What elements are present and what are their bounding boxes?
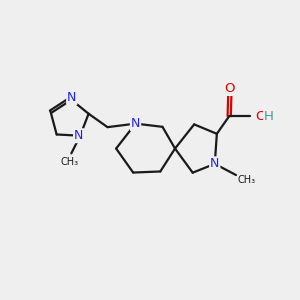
Text: H: H (264, 110, 274, 123)
Text: N: N (74, 129, 83, 142)
Text: N: N (131, 117, 140, 130)
Text: O: O (255, 110, 265, 123)
Text: N: N (210, 157, 220, 170)
Text: N: N (67, 91, 76, 104)
Text: CH₃: CH₃ (238, 175, 256, 185)
Text: CH₃: CH₃ (61, 157, 79, 166)
Text: O: O (224, 82, 235, 95)
